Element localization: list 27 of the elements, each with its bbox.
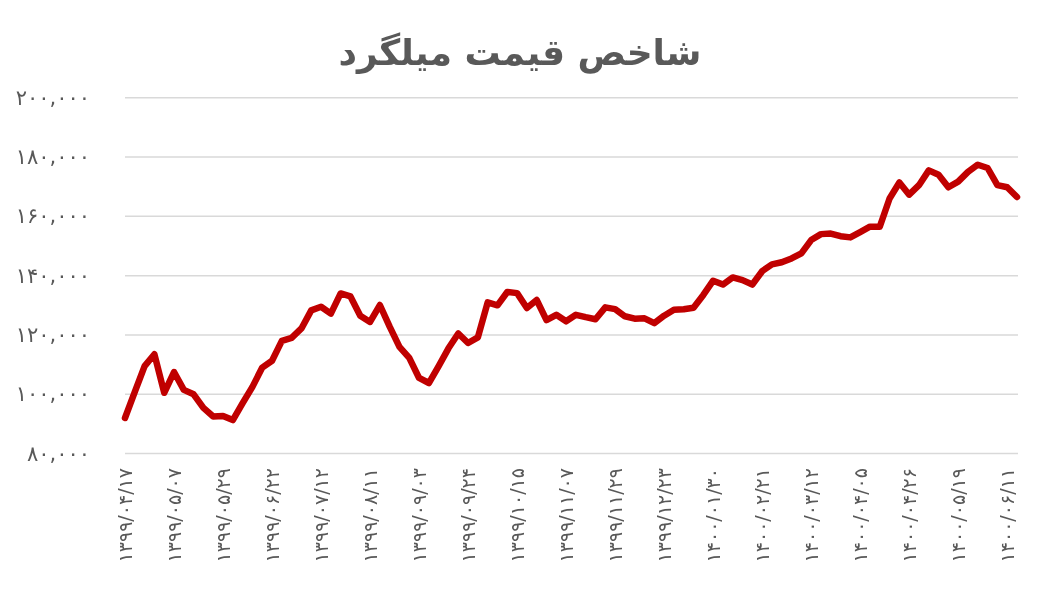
x-tick-label: ۱۳۹۹/۱۱/۲۹ [604,468,627,563]
x-tick-label: ۱۴۰۰/۰۳/۱۲ [800,468,823,563]
y-tick-label: ۲۰۰,۰۰۰ [15,85,90,110]
x-tick-label: ۱۴۰۰/۰۶/۱۱ [996,468,1019,563]
x-tick-label: ۱۳۹۹/۰۶/۲۲ [261,468,284,563]
x-tick-label: ۱۴۰۰/۰۱/۳۰ [702,468,725,563]
y-tick-label: ۸۰,۰۰۰ [26,441,90,466]
x-tick-label: ۱۳۹۹/۰۷/۱۲ [310,468,333,563]
x-tick-label: ۱۳۹۹/۰۹/۰۳ [408,468,431,563]
y-tick-label: ۱۶۰,۰۰۰ [15,204,90,229]
y-tick-label: ۱۴۰,۰۰۰ [15,263,90,288]
x-tick-label: ۱۴۰۰/۰۴/۲۶ [898,468,921,563]
x-tick-label: ۱۴۰۰/۰۲/۲۱ [751,468,774,563]
chart-title: شاخص قیمت میلگرد [338,32,702,74]
x-tick-label: ۱۴۰۰/۰۵/۱۹ [947,468,970,563]
x-tick-label: ۱۳۹۹/۱۲/۲۳ [653,468,676,563]
x-tick-label: ۱۳۹۹/۰۹/۲۴ [457,468,480,563]
x-tick-label: ۱۳۹۹/۰۸/۱۱ [359,468,382,563]
y-tick-label: ۱۸۰,۰۰۰ [15,145,90,170]
x-tick-label: ۱۳۹۹/۱۰/۱۵ [506,468,529,563]
y-tick-label: ۱۰۰,۰۰۰ [15,382,90,407]
x-tick-label: ۱۳۹۹/۰۵/۰۷ [163,468,186,563]
y-tick-label: ۱۲۰,۰۰۰ [15,322,90,347]
x-tick-label: ۱۳۹۹/۰۴/۱۷ [114,468,136,563]
x-tick-label: ۱۳۹۹/۰۵/۲۹ [212,468,235,563]
x-tick-label: ۱۴۰۰/۰۴/۰۵ [849,468,872,563]
x-tick-label: ۱۳۹۹/۱۱/۰۷ [555,468,578,563]
